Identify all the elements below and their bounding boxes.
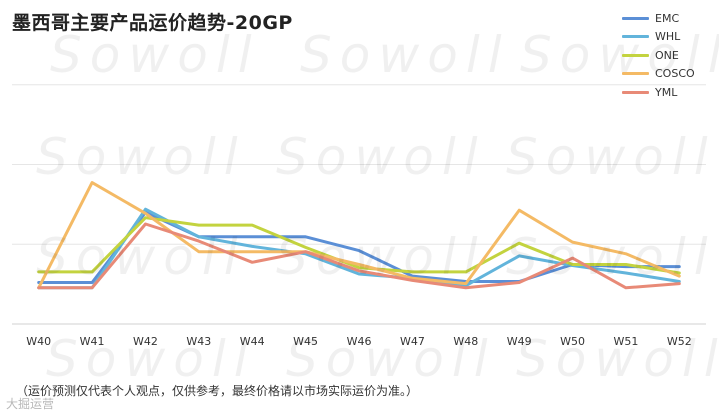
- legend-swatch: [622, 53, 649, 57]
- legend-label: COSCO: [655, 67, 695, 81]
- legend-item-whl: WHL: [622, 28, 695, 47]
- x-axis-labels: W40 W41 W42 W43 W44 W45 W46 W47 W48 W49 W50 W51 W52: [26, 335, 691, 348]
- x-tick-label: W51: [613, 335, 638, 348]
- x-tick-label: W45: [293, 335, 318, 348]
- legend-label: WHL: [655, 30, 681, 44]
- footnote: （运价预测仅代表个人观点，仅供参考，最终价格请以市场实际运价为准。）: [16, 384, 419, 398]
- legend-item-cosco: COSCO: [622, 65, 695, 84]
- legend-item-yml: YML: [622, 83, 695, 102]
- legend-swatch: [622, 72, 649, 76]
- watermark: Sowoll: [276, 228, 486, 286]
- x-tick-label: W52: [667, 335, 692, 348]
- chart-title: 墨西哥主要产品运价趋势-20GP: [12, 12, 293, 34]
- watermark: Sowoll: [300, 26, 510, 84]
- x-tick-label: W47: [400, 335, 425, 348]
- series-line-one: [37, 216, 681, 275]
- x-tick-label: W44: [240, 335, 265, 348]
- watermark: Sowoll: [46, 330, 256, 388]
- legend-item-one: ONE: [622, 46, 695, 65]
- x-tick-label: W49: [507, 335, 532, 348]
- watermark: Sowoll: [50, 26, 260, 84]
- watermark: Sowoll: [506, 228, 716, 286]
- legend-swatch: [622, 35, 649, 39]
- legend-swatch: [622, 90, 649, 94]
- x-tick-label: W40: [26, 335, 51, 348]
- legend-item-emc: EMC: [622, 9, 695, 28]
- watermark: Sowoll: [36, 228, 246, 286]
- watermark: Sowoll: [276, 128, 486, 186]
- series-line-cosco: [37, 181, 681, 290]
- legend-label: YML: [655, 85, 678, 99]
- legend-label: ONE: [655, 48, 679, 62]
- chart-lines: [37, 181, 681, 290]
- x-tick-label: W48: [453, 335, 478, 348]
- watermark: Sowoll: [506, 128, 716, 186]
- legend-swatch: [622, 16, 649, 20]
- series-line-yml: [37, 222, 681, 290]
- watermark: Sowoll: [286, 330, 496, 388]
- chart-grid: [12, 84, 706, 325]
- x-tick-label: W46: [347, 335, 372, 348]
- watermark: Sowoll: [36, 128, 246, 186]
- legend-label: EMC: [655, 11, 680, 25]
- chart-legend: EMC WHL ONE COSCO YML: [622, 9, 695, 102]
- watermark: Sowoll: [520, 26, 719, 84]
- x-tick-label: W43: [186, 335, 211, 348]
- x-tick-label: W42: [133, 335, 158, 348]
- logo: 大掘运营: [6, 397, 55, 411]
- x-tick-label: W41: [80, 335, 105, 348]
- x-tick-label: W50: [560, 335, 585, 348]
- watermark: Sowoll: [516, 330, 719, 388]
